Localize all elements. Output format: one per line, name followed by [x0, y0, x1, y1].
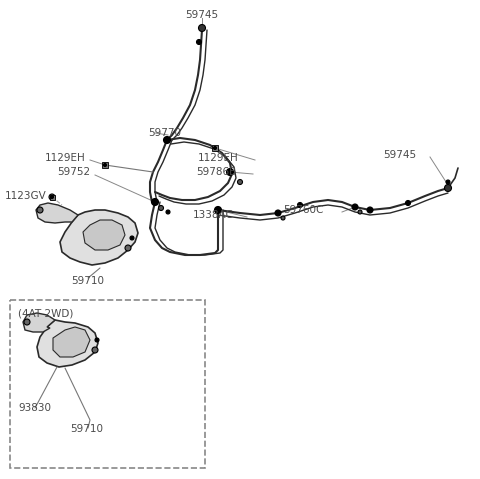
Circle shape — [406, 201, 410, 205]
Circle shape — [37, 207, 43, 213]
Polygon shape — [36, 203, 78, 223]
Circle shape — [298, 203, 302, 207]
Circle shape — [104, 163, 107, 167]
Text: 59745: 59745 — [383, 150, 416, 160]
Circle shape — [166, 210, 170, 214]
Circle shape — [238, 180, 242, 184]
Circle shape — [24, 319, 30, 325]
Text: 59770: 59770 — [148, 128, 181, 138]
Bar — [102, 162, 108, 168]
Circle shape — [49, 194, 55, 200]
Polygon shape — [37, 320, 98, 367]
Polygon shape — [60, 210, 138, 265]
Circle shape — [92, 347, 98, 353]
Bar — [10, 300, 205, 468]
Text: 59786B: 59786B — [196, 167, 236, 177]
Circle shape — [164, 137, 170, 144]
Text: 1129EH: 1129EH — [45, 153, 86, 163]
Circle shape — [215, 206, 221, 214]
Circle shape — [444, 184, 452, 192]
Circle shape — [158, 205, 164, 210]
Circle shape — [130, 236, 134, 240]
Text: (4AT 2WD): (4AT 2WD) — [18, 308, 73, 318]
Text: 1338AC: 1338AC — [193, 210, 234, 220]
Text: 59710: 59710 — [70, 424, 103, 434]
Circle shape — [50, 195, 53, 198]
Text: 93830: 93830 — [18, 403, 51, 413]
Circle shape — [125, 245, 131, 251]
Text: 59752: 59752 — [57, 167, 90, 177]
Circle shape — [227, 169, 233, 175]
Circle shape — [199, 24, 205, 32]
Circle shape — [352, 204, 358, 210]
Circle shape — [152, 198, 158, 205]
Circle shape — [95, 338, 99, 342]
Circle shape — [275, 210, 281, 216]
Circle shape — [196, 39, 202, 45]
Circle shape — [367, 207, 373, 213]
Bar — [212, 145, 218, 151]
Polygon shape — [23, 313, 55, 332]
Polygon shape — [83, 220, 125, 250]
Circle shape — [446, 180, 450, 184]
Circle shape — [358, 210, 362, 214]
Text: 59760C: 59760C — [283, 205, 324, 215]
Bar — [50, 195, 55, 200]
Text: 1129EH: 1129EH — [198, 153, 239, 163]
Circle shape — [281, 216, 285, 220]
Circle shape — [214, 147, 216, 149]
Polygon shape — [53, 327, 90, 357]
Text: 59745: 59745 — [185, 10, 218, 20]
Text: 1123GV: 1123GV — [5, 191, 47, 201]
Text: 59710: 59710 — [72, 276, 105, 286]
